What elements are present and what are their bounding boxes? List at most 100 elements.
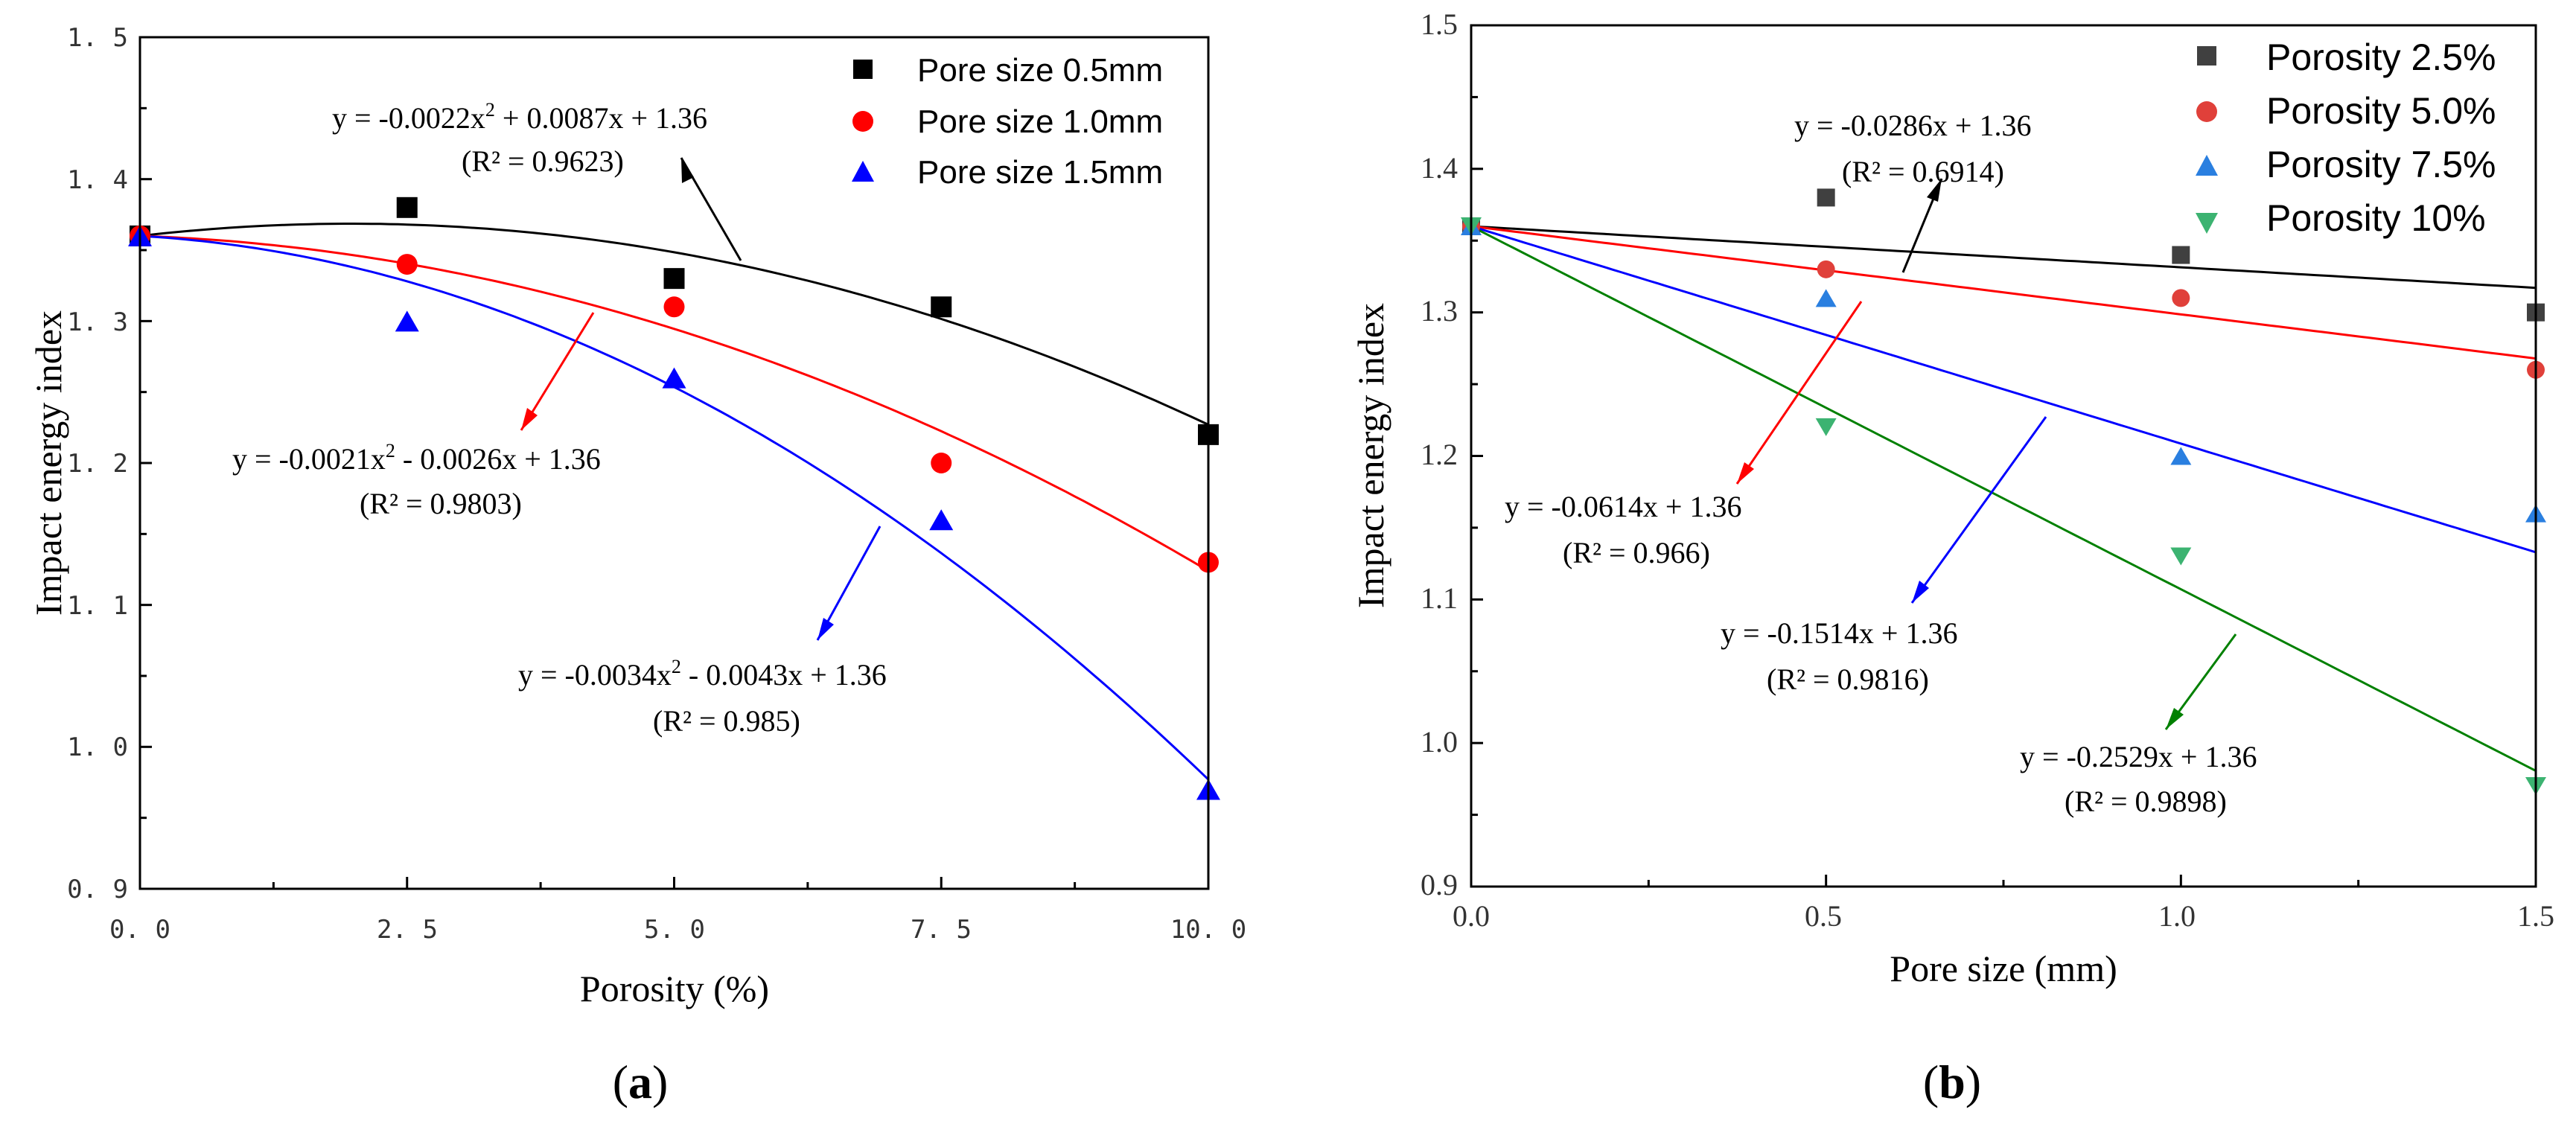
legend-marker-circle [2196,101,2217,122]
legend-marker-square [2197,46,2216,66]
panel-letter: b [1939,1056,1966,1108]
fit-r2: (R² = 0.9816) [1767,663,1929,696]
y-tick-label: 1.2 [1421,438,1458,471]
data-point [2170,547,2192,566]
y-tick-label: 1.4 [1421,151,1458,185]
data-point [2172,289,2190,307]
fit-r2: (R² = 0.6914) [1842,155,2004,188]
equation-text: y = -0.0021x [232,442,386,476]
annotation-arrow [520,312,595,431]
fit-equation: y = -0.2529x + 1.36 [2020,740,2257,773]
data-point [1817,260,1835,278]
x-tick-label: 5. 0 [644,915,705,945]
legend-a: Pore size 0.5mm Pore size 1.0mm Pore siz… [852,52,1163,191]
annotation-arrow [680,157,742,261]
fit-curve [139,234,1210,781]
legend-marker-circle [852,111,873,132]
x-tick-label: 1.5 [2517,899,2554,933]
fit-r2: (R² = 0.9898) [2065,785,2227,818]
equation-text: + 0.0087x + 1.36 [495,101,707,135]
x-axis-title: Porosity (%) [580,968,769,1009]
y-tick-label: 1. 2 [67,449,128,479]
y-tick-label: 0.9 [1421,868,1458,901]
data-point [2172,246,2190,264]
chart-panel-a: 0. 0 2. 5 5. 0 7. 5 10. 0 0. 9 1. 0 1. 1… [28,23,1246,1108]
y-axis-title: Impact energy index [28,310,69,616]
legend-label: Porosity 2.5% [2266,36,2496,78]
fit-equation: y = -0.0021x2 - 0.0026x + 1.36 [232,440,601,476]
fit-curve [1470,225,2537,290]
fit-equation: y = -0.0022x2 + 0.0087x + 1.36 [332,99,707,135]
fit-lines-b [1470,225,2537,772]
x-tick-label: 0.5 [1805,899,1842,933]
legend-marker-triangle-down [2196,213,2218,234]
data-point [931,296,952,318]
fit-curve [1470,225,2537,360]
fit-r2: (R² = 0.985) [653,704,800,738]
equation-text: y = -0.0034x [518,658,672,692]
legend-b: Porosity 2.5% Porosity 5.0% Porosity 7.5… [2196,36,2496,239]
x-tick-label: 0. 0 [109,915,170,945]
annotation-arrow [2164,633,2237,730]
panel-letter: a [628,1056,652,1108]
fit-equation: y = -0.1514x + 1.36 [1721,616,1957,650]
fit-curve [139,223,1209,426]
x-tick-label: 0.0 [1453,899,1490,933]
data-point [929,509,954,531]
y-tick-label: 1. 5 [67,23,128,53]
fit-curve [139,234,1209,572]
equation-superscript: 2 [672,656,681,677]
legend-label: Porosity 5.0% [2266,90,2496,132]
fit-r2: (R² = 0.9803) [360,487,522,520]
y-tick-label: 1. 1 [67,591,128,621]
fit-equation: y = -0.0034x2 - 0.0043x + 1.36 [518,656,887,692]
fit-equation: y = -0.0286x + 1.36 [1794,109,2031,142]
chart-panel-b: 0.0 0.5 1.0 1.5 0.9 1.0 1.1 1.2 1.3 1.4 … [1350,7,2554,1108]
y-tick-label: 0. 9 [67,875,128,904]
y-tick-label: 1.5 [1421,7,1458,41]
data-point [2170,447,2192,465]
panel-label-b: (b) [1923,1056,1981,1108]
fit-curve [1470,225,2537,772]
legend-label: Porosity 10% [2266,197,2486,239]
data-point [662,367,686,389]
y-tick-label: 1. 3 [67,307,128,337]
annotation-arrow [1910,416,2047,604]
fit-equation: y = -0.0614x + 1.36 [1505,490,1741,523]
y-tick-label: 1.3 [1421,294,1458,328]
data-point [931,453,952,473]
fit-curve [1470,225,2537,554]
annotation-arrow [1735,301,1863,485]
y-tick-label: 1.1 [1421,581,1458,615]
plot-frame-a [138,36,1210,890]
equation-superscript: 2 [485,99,495,121]
plot-frame-b [1470,24,2537,888]
x-tick-label: 2. 5 [377,915,438,945]
y-tick-label: 1.0 [1421,725,1458,759]
legend-label: Pore size 1.5mm [917,154,1163,191]
annotation-arrow [1901,178,1943,273]
equation-text: - 0.0043x + 1.36 [681,658,887,692]
equation-superscript: 2 [386,440,395,462]
data-point [396,197,418,218]
data-point [1817,188,1835,207]
y-tick-label: 1. 4 [67,165,128,195]
data-point [663,268,685,290]
x-tick-label: 1.0 [2158,899,2196,933]
legend-marker-triangle [852,161,874,182]
y-axis-title: Impact energy index [1350,303,1391,608]
fit-r2: (R² = 0.9623) [462,144,624,178]
data-point [1815,289,1837,307]
data-point [1815,418,1837,436]
y-tick-label: 1. 0 [67,732,128,762]
x-tick-label: 7. 5 [911,915,972,945]
legend-label: Pore size 0.5mm [917,52,1163,89]
legend-marker-square [853,60,873,79]
equation-text: y = -0.0022x [332,101,485,135]
panel-label-a: (a) [613,1056,669,1108]
x-axis-title: Pore size (mm) [1890,948,2117,989]
x-tick-label: 10. 0 [1170,915,1246,945]
annotation-arrow [816,526,881,641]
legend-label: Pore size 1.0mm [917,103,1163,140]
